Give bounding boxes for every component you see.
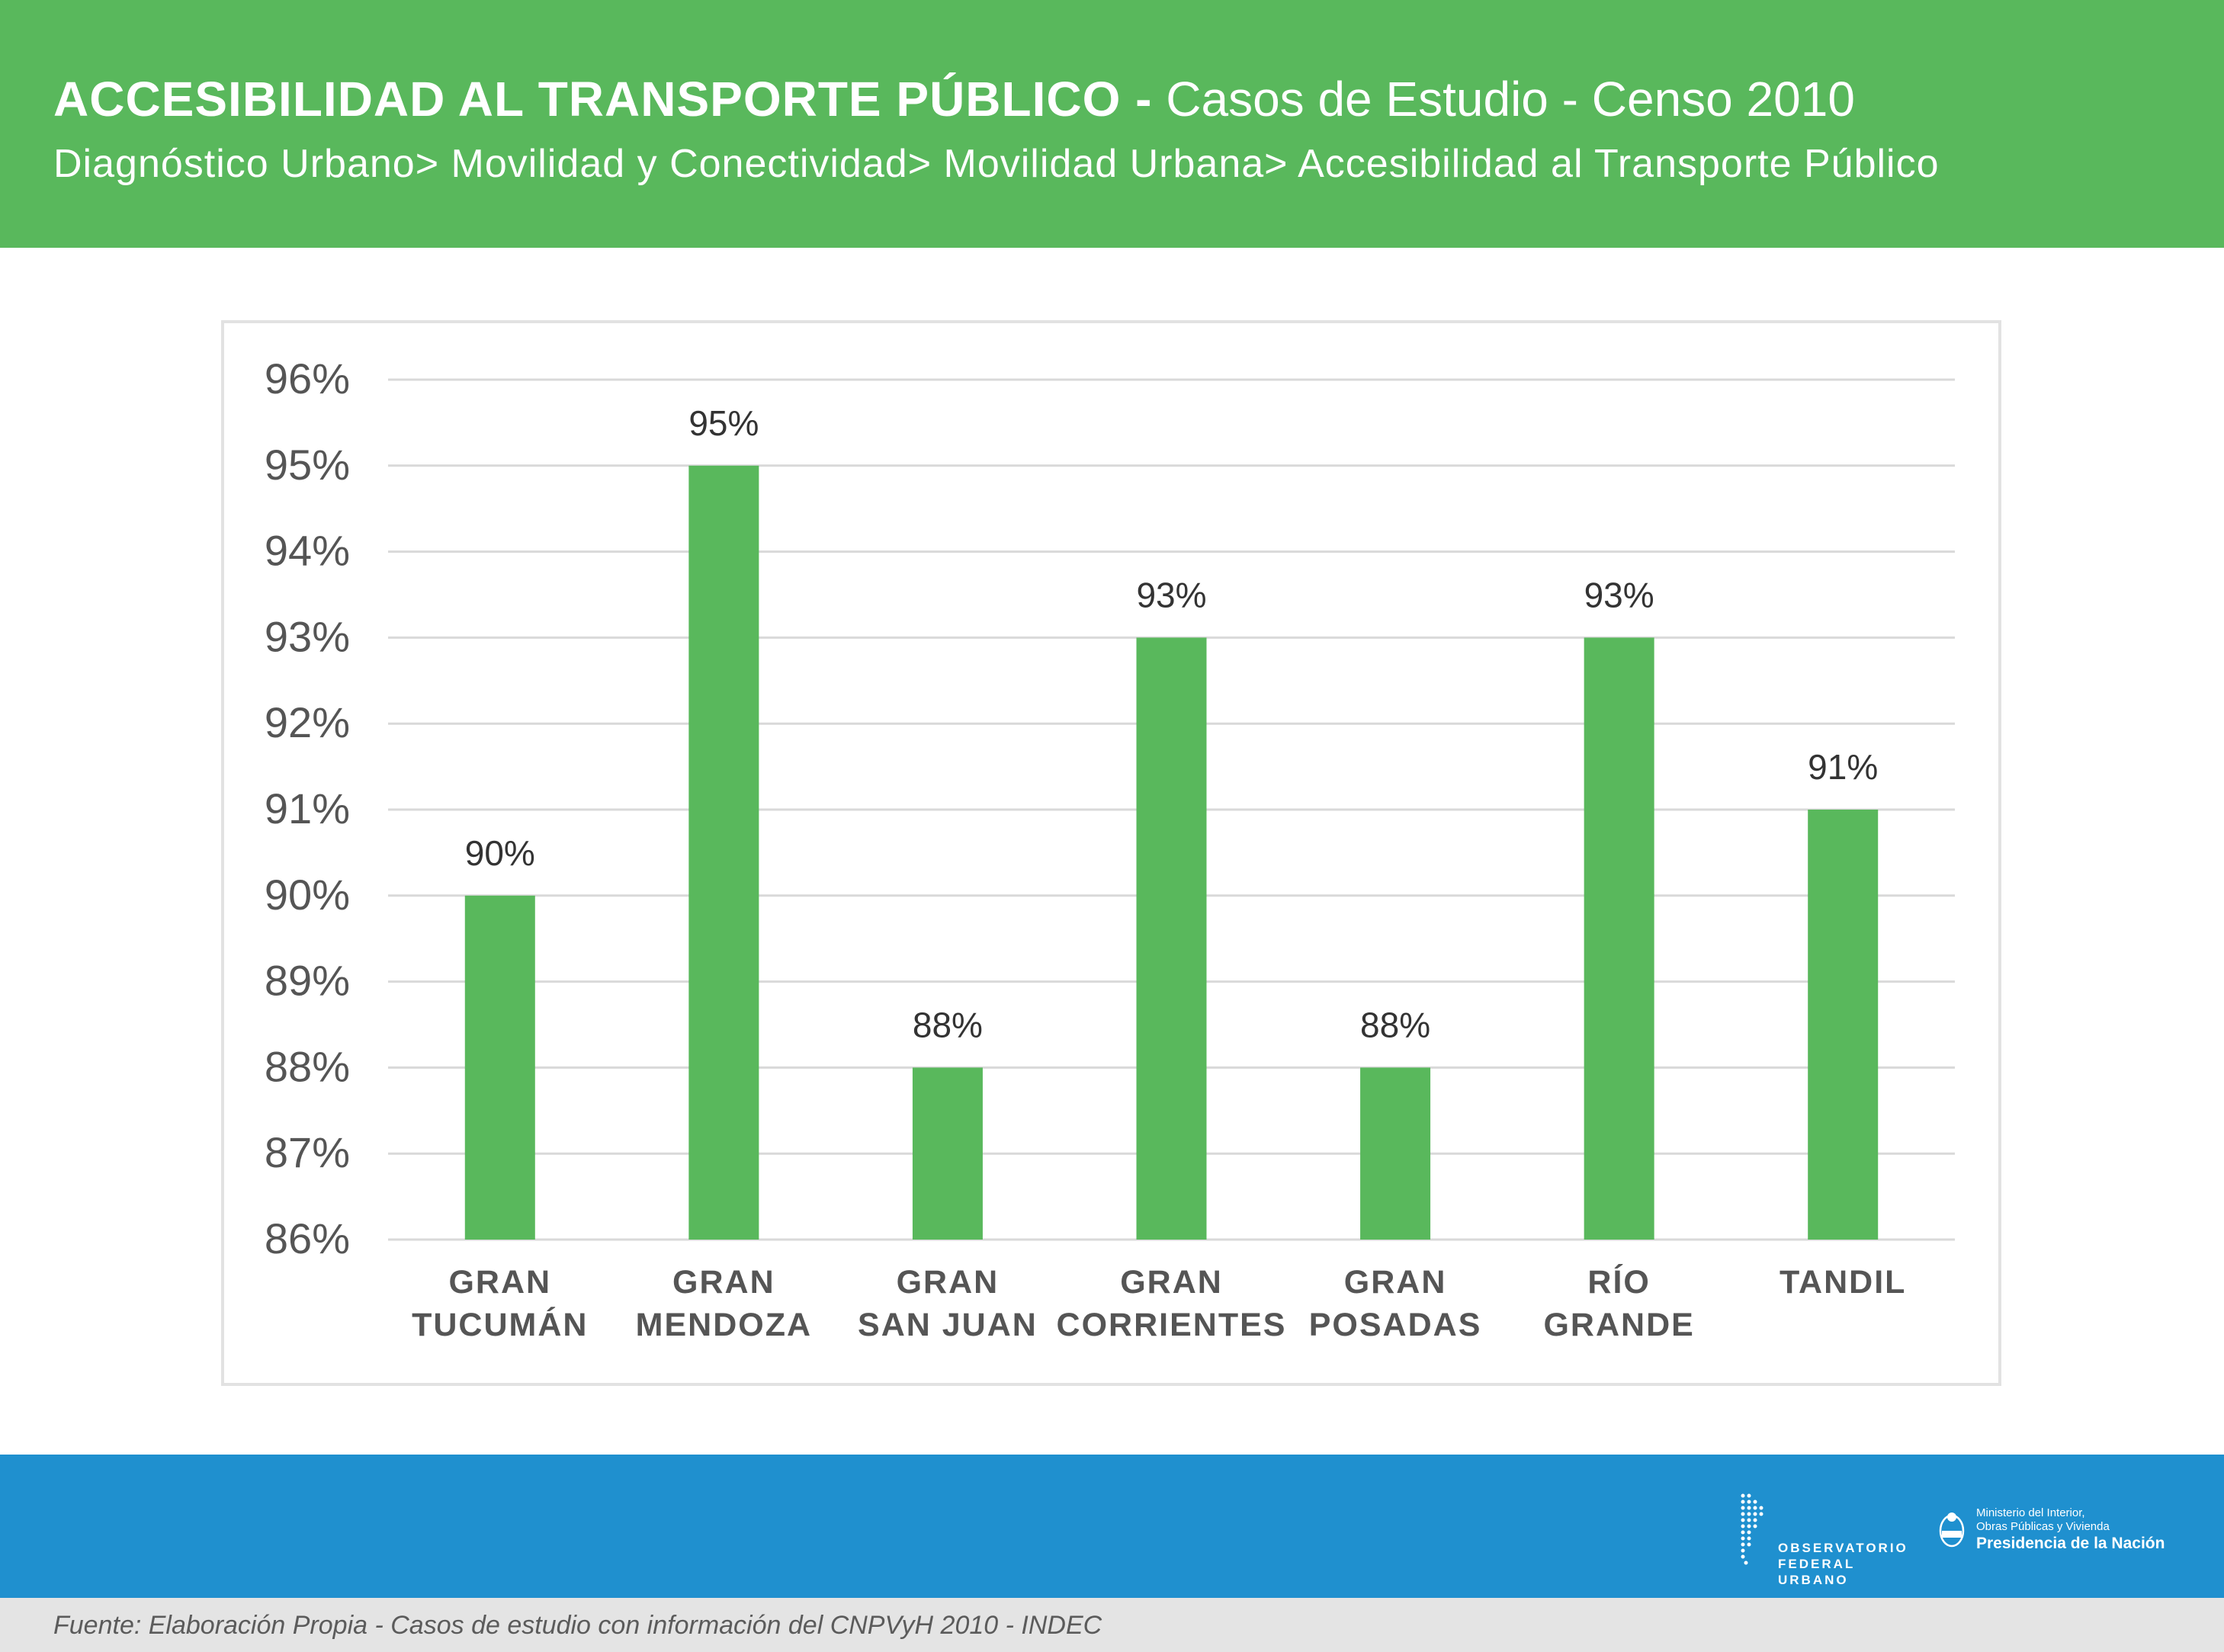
data-label: 90%: [465, 833, 535, 873]
bar: [1584, 637, 1654, 1240]
x-tick-label: GRAN: [672, 1264, 775, 1301]
observatorio-line: OBSERVATORIO: [1778, 1541, 1908, 1555]
chart-frame: 86% 87% 88% 89% 90% 91% 92% 93% 94% 95% 96% 90% GRAN…: [221, 320, 2001, 1386]
y-tick-label: 88%: [265, 1042, 350, 1090]
x-tick-label: CORRIENTES: [1057, 1307, 1287, 1343]
data-label: 91%: [1808, 747, 1878, 787]
x-tick-label: GRAN: [448, 1264, 551, 1301]
bar-chart: 86% 87% 88% 89% 90% 91% 92% 93% 94% 95% 96% 90% GRAN…: [265, 354, 1955, 1343]
y-tick-label: 96%: [265, 354, 350, 403]
x-tick-label: GRAN: [897, 1264, 1000, 1301]
x-tick-label: TANDIL: [1780, 1264, 1906, 1301]
footer-band: OBSERVATORIO FEDERAL URBANO Ministerio d…: [0, 1455, 2224, 1598]
ministerio-line-2: Obras Públicas y Vivienda: [1976, 1520, 2110, 1533]
page-title: ACCESIBILIDAD AL TRANSPORTE PÚBLICO - Ca…: [53, 69, 1855, 130]
header-banner: ACCESIBILIDAD AL TRANSPORTE PÚBLICO - Ca…: [0, 0, 2224, 248]
data-label: 88%: [913, 1005, 983, 1044]
x-tick-label: POSADAS: [1309, 1307, 1482, 1343]
ministerio-text: Ministerio del Interior, Obras Públicas …: [1976, 1506, 2165, 1554]
title-subtitle: Casos de Estudio - Censo 2010: [1166, 72, 1855, 127]
source-band: Fuente: Elaboración Propia - Casos de es…: [0, 1598, 2224, 1652]
y-tick-label: 87%: [265, 1128, 350, 1176]
observatorio-line: URBANO: [1778, 1573, 1849, 1587]
data-label: 93%: [1136, 575, 1206, 614]
bar: [912, 1067, 983, 1240]
bar: [1360, 1067, 1431, 1240]
bar: [1136, 637, 1207, 1240]
x-tick-label: TUCUMÁN: [412, 1307, 588, 1343]
coat-of-arms-icon: [1939, 1512, 1965, 1548]
ministerio-line-1: Ministerio del Interior,: [1976, 1506, 2085, 1519]
x-tick-label: GRAN: [1120, 1264, 1223, 1301]
x-tick-label: GRANDE: [1543, 1307, 1694, 1343]
y-tick-label: 86%: [265, 1214, 350, 1262]
bar: [688, 465, 759, 1240]
y-tick-label: 90%: [265, 871, 350, 919]
x-tick-label: MENDOZA: [636, 1307, 812, 1343]
y-tick-label: 91%: [265, 784, 350, 832]
x-tick-label: GRAN: [1344, 1264, 1447, 1301]
data-label: 88%: [1360, 1005, 1430, 1044]
bar: [464, 895, 535, 1240]
y-tick-label: 93%: [265, 612, 350, 660]
y-tick-label: 94%: [265, 527, 350, 575]
y-tick-label: 95%: [265, 441, 350, 489]
data-label: 93%: [1584, 575, 1654, 614]
observatorio-dots-icon: [1741, 1493, 1763, 1565]
observatorio-text: OBSERVATORIO FEDERAL URBANO: [1778, 1540, 1908, 1588]
y-tick-label: 92%: [265, 698, 350, 746]
title-bold: ACCESIBILIDAD AL TRANSPORTE PÚBLICO -: [53, 72, 1153, 127]
bar: [1808, 810, 1879, 1240]
source-note: Fuente: Elaboración Propia - Casos de es…: [53, 1611, 1102, 1640]
data-label: 95%: [688, 403, 759, 443]
x-tick-label: SAN JUAN: [858, 1307, 1038, 1343]
x-tick-label: RÍO: [1587, 1264, 1650, 1301]
observatorio-line: FEDERAL: [1778, 1557, 1856, 1571]
y-tick-label: 89%: [265, 957, 350, 1005]
ministerio-line-3: Presidencia de la Nación: [1976, 1535, 2165, 1552]
breadcrumb: Diagnóstico Urbano> Movilidad y Conectiv…: [53, 142, 1940, 186]
